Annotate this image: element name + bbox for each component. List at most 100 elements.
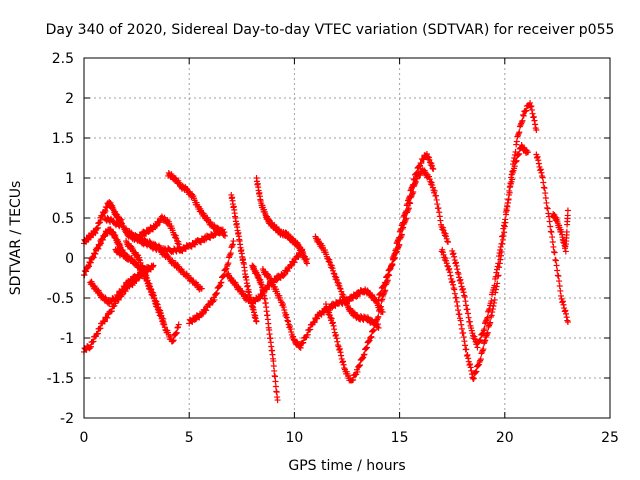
data-point xyxy=(447,272,454,279)
data-point xyxy=(499,232,506,239)
data-point xyxy=(552,257,559,264)
data-point xyxy=(562,248,569,255)
data-point xyxy=(509,176,516,183)
data-point xyxy=(360,351,367,358)
data-point xyxy=(382,279,389,286)
data-point xyxy=(391,255,398,262)
data-point xyxy=(454,303,461,309)
data-point xyxy=(543,199,550,206)
data-point xyxy=(122,283,129,290)
data-point xyxy=(367,334,374,341)
data-point xyxy=(330,322,337,329)
data-point xyxy=(493,269,500,276)
data-point xyxy=(219,273,226,280)
data-point xyxy=(177,247,184,253)
data-point xyxy=(481,326,488,333)
data-point xyxy=(280,301,287,308)
data-point xyxy=(462,342,469,349)
data-point xyxy=(528,103,535,110)
data-point xyxy=(504,203,511,209)
data-point xyxy=(221,229,228,236)
data-point xyxy=(396,241,403,248)
data-point xyxy=(446,265,453,272)
data-point xyxy=(458,280,465,287)
axis-ticks: 0 5 10 15 20 25 -2 -1.5 -1 -0.5 0 0.5 1 1.5 2 2.5 xyxy=(47,51,619,446)
series-arc-21 xyxy=(449,142,531,351)
series-arc-10 xyxy=(165,169,228,239)
data-point xyxy=(375,313,382,320)
data-point xyxy=(463,302,470,309)
data-point xyxy=(530,113,537,120)
data-point xyxy=(454,269,461,276)
data-point xyxy=(430,166,437,173)
data-point xyxy=(191,316,198,323)
data-point xyxy=(283,311,290,318)
data-point xyxy=(554,267,561,274)
x-tick-label: 10 xyxy=(285,430,303,446)
data-point xyxy=(336,345,343,352)
data-point xyxy=(453,294,460,301)
data-point xyxy=(452,259,459,266)
data-point xyxy=(358,355,365,362)
data-point xyxy=(365,338,372,345)
data-point xyxy=(333,331,340,338)
data-point xyxy=(128,256,135,263)
data-point xyxy=(478,331,485,338)
data-point xyxy=(539,174,546,181)
data-point xyxy=(286,323,293,330)
series-arc-9 xyxy=(133,213,184,253)
data-point xyxy=(563,310,570,317)
data-point xyxy=(284,317,291,324)
data-point xyxy=(304,260,311,267)
data-point xyxy=(175,321,182,328)
data-point xyxy=(535,160,542,167)
data-point xyxy=(198,285,205,292)
data-point xyxy=(465,314,472,321)
data-point xyxy=(226,252,233,259)
plot-frame xyxy=(83,57,611,419)
data-point xyxy=(375,324,382,331)
data-point xyxy=(153,222,160,229)
data-point xyxy=(200,310,207,317)
data-point xyxy=(562,307,569,314)
data-point xyxy=(488,312,495,319)
data-point xyxy=(464,310,471,317)
data-point xyxy=(222,266,229,273)
data-point xyxy=(417,172,424,179)
data-point xyxy=(211,222,218,229)
data-point xyxy=(253,318,260,325)
data-point xyxy=(446,269,453,276)
data-point xyxy=(400,224,407,231)
data-point xyxy=(468,367,475,374)
data-point xyxy=(160,320,167,327)
data-point xyxy=(414,175,421,182)
series-arc-23 xyxy=(550,207,571,255)
data-point xyxy=(500,225,507,232)
data-point xyxy=(436,209,443,216)
data-point xyxy=(514,152,521,159)
data-point xyxy=(484,314,491,321)
series-arc-20 xyxy=(438,99,540,382)
data-point xyxy=(300,339,307,346)
data-point xyxy=(479,348,486,355)
data-point xyxy=(516,150,523,157)
y-tick-label: 0 xyxy=(65,251,74,267)
data-point xyxy=(457,317,464,324)
data-point xyxy=(461,294,468,301)
data-point xyxy=(296,344,303,351)
data-point xyxy=(382,287,389,294)
data-point xyxy=(281,271,288,278)
data-point xyxy=(504,199,511,206)
series-arc-16 xyxy=(259,266,386,351)
data-point xyxy=(495,253,502,260)
data-point xyxy=(385,272,392,279)
data-point xyxy=(550,243,557,250)
data-point xyxy=(371,321,378,328)
data-point xyxy=(288,262,295,269)
data-point xyxy=(290,333,297,340)
data-point xyxy=(538,169,545,176)
data-point xyxy=(435,205,442,212)
data-point xyxy=(546,218,553,225)
data-point xyxy=(499,233,506,240)
